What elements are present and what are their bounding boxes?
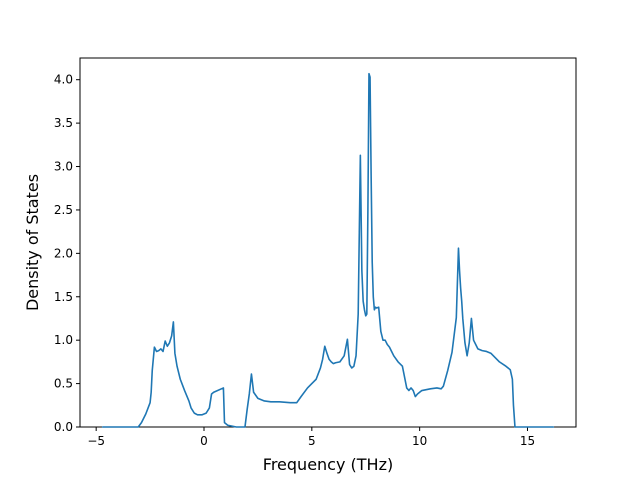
x-tick-label: 5 bbox=[308, 434, 316, 448]
y-axis-ticks: 0.0 0.5 1.0 1.5 2.0 2.5 3.0 3.5 4.0 bbox=[54, 73, 80, 434]
y-tick-label: 2.0 bbox=[54, 246, 73, 260]
series-line bbox=[101, 72, 555, 428]
y-tick-label: 0.5 bbox=[54, 377, 73, 391]
x-tick-label: −5 bbox=[87, 434, 105, 448]
plot-area bbox=[79, 57, 577, 428]
y-tick-label: 2.5 bbox=[54, 203, 73, 217]
y-tick-label: 3.0 bbox=[54, 160, 73, 174]
x-tick-label: 15 bbox=[520, 434, 535, 448]
x-axis-label: Frequency (THz) bbox=[263, 455, 393, 474]
x-tick-label: 0 bbox=[200, 434, 208, 448]
y-tick-label: 1.5 bbox=[54, 290, 73, 304]
y-axis-label: Density of States bbox=[23, 174, 42, 311]
y-tick-label: 0.0 bbox=[54, 420, 73, 434]
x-axis-ticks: −5 0 5 10 15 bbox=[87, 427, 535, 448]
y-tick-label: 3.5 bbox=[54, 116, 73, 130]
x-tick-label: 10 bbox=[412, 434, 427, 448]
y-tick-label: 1.0 bbox=[54, 333, 73, 347]
y-tick-label: 4.0 bbox=[54, 73, 73, 87]
